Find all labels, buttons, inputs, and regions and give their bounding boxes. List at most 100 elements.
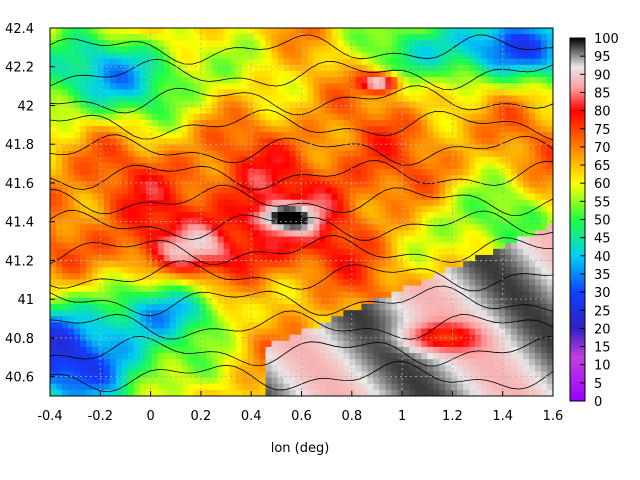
heatmap-cell (397, 224, 404, 231)
heatmap-cell (91, 169, 99, 176)
heatmap-cell (397, 113, 404, 121)
heatmap-cell (265, 193, 273, 201)
heatmap-cell (433, 199, 440, 207)
heatmap-cell (541, 187, 548, 195)
heatmap-cell (265, 113, 273, 121)
heatmap-cell (487, 371, 494, 379)
heatmap-cell (445, 77, 452, 84)
heatmap-cell (67, 101, 75, 109)
heatmap-cell (50, 340, 57, 348)
heatmap-cell (115, 297, 123, 305)
heatmap-cell (547, 254, 553, 262)
heatmap-cell (133, 52, 141, 60)
heatmap-cell (535, 334, 542, 342)
heatmap-cell (235, 248, 243, 256)
heatmap-cell (217, 273, 225, 281)
heatmap-cell (85, 34, 93, 41)
heatmap-cell (271, 162, 279, 170)
heatmap-cell (79, 156, 87, 164)
heatmap-cell (475, 242, 482, 250)
heatmap-cell (367, 328, 374, 336)
heatmap-cell (487, 236, 494, 244)
heatmap-cell (481, 28, 488, 35)
heatmap-cell (121, 212, 129, 219)
heatmap-cell (529, 175, 536, 182)
heatmap-cell (85, 181, 93, 189)
heatmap-cell (403, 34, 410, 41)
heatmap-cell (139, 346, 147, 354)
heatmap-cell (169, 218, 177, 225)
heatmap-cell (289, 175, 297, 182)
heatmap-cell (487, 353, 494, 360)
heatmap-cell (247, 224, 255, 231)
heatmap-cell (151, 181, 159, 189)
heatmap-cell (79, 175, 87, 182)
heatmap-cell (355, 322, 362, 330)
heatmap-cell (133, 169, 141, 176)
heatmap-cell (79, 377, 87, 385)
heatmap-cell (517, 371, 524, 379)
heatmap-cell (451, 132, 458, 139)
heatmap-cell (133, 205, 141, 213)
heatmap-cell (511, 40, 518, 47)
heatmap-cell (421, 297, 428, 305)
heatmap-cell (115, 34, 123, 41)
heatmap-cell (337, 187, 345, 195)
heatmap-cell (313, 316, 321, 323)
heatmap-cell (145, 40, 153, 47)
heatmap-cell (187, 224, 195, 231)
heatmap-cell (403, 162, 410, 170)
heatmap-cell (283, 175, 291, 182)
heatmap-cell (151, 359, 159, 366)
heatmap-cell (67, 205, 75, 213)
heatmap-cell (499, 212, 506, 219)
heatmap-cell (151, 40, 159, 47)
heatmap-cell (307, 34, 315, 41)
heatmap-cell (331, 371, 339, 379)
heatmap-cell (103, 273, 111, 281)
heatmap-cell (367, 132, 374, 139)
heatmap-cell (181, 310, 189, 317)
heatmap-cell (151, 175, 159, 182)
heatmap-cell (499, 273, 506, 281)
heatmap-cell (301, 193, 309, 201)
heatmap-cell (103, 46, 111, 54)
heatmap-cell (115, 175, 123, 182)
heatmap-cell (109, 193, 117, 201)
heatmap-cell (217, 205, 225, 213)
heatmap-cell (421, 273, 428, 281)
heatmap-cell (469, 334, 476, 342)
heatmap-cell (211, 291, 219, 299)
heatmap-cell (229, 230, 237, 238)
heatmap-cell (61, 34, 69, 41)
heatmap-cell (535, 89, 542, 97)
heatmap-cell (529, 365, 536, 373)
heatmap-cell (451, 285, 458, 293)
heatmap-cell (241, 279, 249, 287)
heatmap-cell (241, 291, 249, 299)
heatmap-cell (235, 156, 243, 164)
heatmap-cell (385, 193, 392, 201)
heatmap-cell (361, 144, 368, 152)
heatmap-cell (283, 52, 291, 60)
heatmap-cell (415, 89, 422, 97)
heatmap-cell (61, 77, 69, 84)
heatmap-cell (325, 346, 333, 354)
heatmap-cell (421, 101, 428, 109)
heatmap-cell (331, 193, 339, 201)
heatmap-cell (91, 77, 99, 84)
heatmap-cell (223, 70, 231, 78)
heatmap-cell (235, 285, 243, 293)
heatmap-cell (50, 175, 57, 182)
heatmap-cell (205, 297, 213, 305)
heatmap-cell (319, 34, 327, 41)
heatmap-cell (493, 40, 500, 47)
heatmap-cell (103, 353, 111, 360)
heatmap-cell (475, 138, 482, 146)
heatmap-cell (517, 101, 524, 109)
heatmap-cell (421, 52, 428, 60)
heatmap-cell (50, 285, 57, 293)
heatmap-cell (229, 359, 237, 366)
heatmap-cell (373, 291, 380, 299)
heatmap-cell (541, 365, 548, 373)
